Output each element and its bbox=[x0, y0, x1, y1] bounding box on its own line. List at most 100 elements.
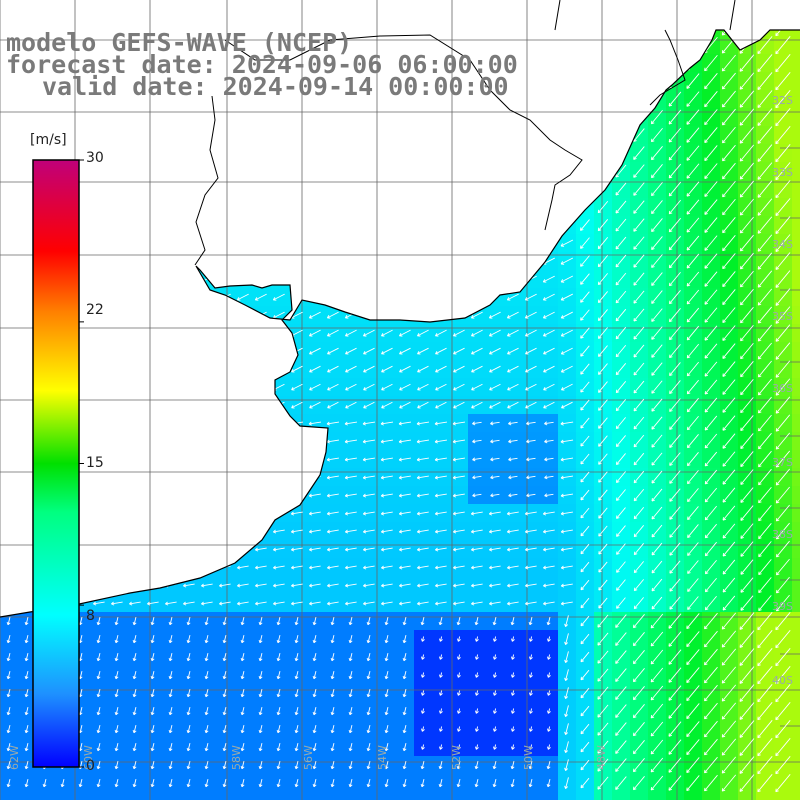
wind-speed-cell bbox=[306, 162, 324, 180]
wind-speed-cell bbox=[0, 180, 18, 198]
wind-arrow bbox=[110, 113, 124, 121]
latitude-label: 39S bbox=[772, 600, 793, 613]
wind-arrow bbox=[542, 167, 556, 175]
wind-speed-cell bbox=[108, 234, 126, 252]
wind-speed-cell bbox=[198, 180, 216, 198]
wind-arrow bbox=[254, 149, 268, 157]
wind-speed-cell bbox=[486, 234, 504, 252]
wind-arrow bbox=[290, 167, 304, 175]
wind-arrow bbox=[218, 185, 232, 193]
wind-arrow bbox=[92, 475, 105, 480]
wind-arrow bbox=[21, 601, 33, 606]
wind-speed-cell bbox=[378, 108, 396, 126]
wind-arrow bbox=[290, 293, 303, 301]
wind-arrow bbox=[434, 311, 447, 319]
wind-speed-cell bbox=[342, 108, 360, 126]
wind-speed-cell bbox=[378, 180, 396, 198]
wind-arrow bbox=[147, 529, 159, 534]
wind-arrow bbox=[398, 113, 412, 121]
wind-speed-cell bbox=[540, 126, 558, 144]
wind-arrow bbox=[290, 493, 303, 498]
wind-arrow bbox=[182, 475, 195, 480]
wind-speed-cell bbox=[450, 126, 468, 144]
wind-speed-cell bbox=[198, 504, 216, 522]
wind-arrow bbox=[128, 311, 141, 319]
wind-speed-cell bbox=[126, 414, 144, 432]
wind-speed-cell bbox=[126, 378, 144, 396]
wind-arrow bbox=[542, 30, 556, 31]
wind-arrow bbox=[380, 149, 394, 157]
wind-speed-cell bbox=[180, 0, 198, 18]
wind-arrow bbox=[236, 185, 250, 193]
wind-speed-cell bbox=[108, 504, 126, 522]
wind-speed-cell bbox=[792, 0, 800, 18]
wind-arrow bbox=[218, 493, 231, 498]
wind-arrow bbox=[434, 293, 447, 301]
wind-speed-cell bbox=[144, 144, 162, 162]
wind-arrow bbox=[56, 113, 70, 121]
wind-speed-cell bbox=[594, 792, 612, 800]
wind-speed-cell bbox=[396, 792, 414, 800]
wind-speed-cell bbox=[270, 468, 288, 486]
wind-arrow bbox=[615, 30, 627, 34]
wind-speed-cell bbox=[144, 270, 162, 288]
wind-speed-cell bbox=[738, 0, 756, 18]
wind-speed-cell bbox=[324, 162, 342, 180]
wind-speed-cell bbox=[360, 234, 378, 252]
wind-speed-cell bbox=[126, 432, 144, 450]
wind-speed-cell bbox=[648, 36, 666, 54]
wind-speed-cell bbox=[558, 30, 576, 36]
wind-speed-cell bbox=[288, 108, 306, 126]
wind-arrow bbox=[3, 365, 15, 373]
wind-arrow bbox=[20, 167, 34, 175]
wind-speed-cell bbox=[648, 0, 666, 18]
wind-speed-cell bbox=[270, 342, 288, 360]
wind-speed-cell bbox=[216, 270, 234, 288]
wind-speed-cell bbox=[396, 108, 414, 126]
wind-speed-cell bbox=[144, 162, 162, 180]
wind-arrow bbox=[616, 3, 627, 16]
wind-speed-cell bbox=[162, 198, 180, 216]
wind-arrow bbox=[290, 113, 304, 121]
wind-speed-cell bbox=[126, 360, 144, 378]
wind-arrow bbox=[201, 565, 213, 570]
wind-arrow bbox=[74, 113, 88, 121]
wind-arrow bbox=[236, 113, 250, 121]
latitude-label: 40S bbox=[772, 674, 793, 687]
wind-arrow bbox=[200, 439, 213, 444]
wind-arrow bbox=[110, 185, 124, 193]
wind-speed-cell bbox=[180, 270, 198, 288]
wind-speed-cell bbox=[378, 144, 396, 162]
wind-arrow bbox=[416, 239, 429, 247]
wind-arrow bbox=[147, 383, 159, 391]
wind-speed-cell bbox=[558, 126, 576, 144]
wind-speed-cell bbox=[558, 216, 576, 234]
wind-arrow bbox=[254, 113, 268, 121]
wind-arrow bbox=[20, 95, 34, 103]
wind-speed-cell bbox=[702, 792, 720, 800]
wind-arrow bbox=[434, 131, 448, 139]
wind-speed-cell bbox=[288, 450, 306, 468]
wind-speed-cell bbox=[270, 0, 288, 18]
wind-arrow bbox=[146, 131, 160, 139]
wind-arrow bbox=[110, 475, 123, 480]
wind-speed-cell bbox=[108, 360, 126, 378]
wind-speed-cell bbox=[108, 180, 126, 198]
wind-speed-cell bbox=[90, 270, 108, 288]
wind-speed-cell bbox=[234, 486, 252, 504]
wind-arrow bbox=[92, 203, 106, 211]
wind-arrow bbox=[20, 275, 33, 283]
wind-speed-cell bbox=[126, 108, 144, 126]
wind-speed-cell bbox=[792, 324, 800, 342]
wind-arrow bbox=[20, 239, 33, 247]
wind-speed-cell bbox=[792, 396, 800, 414]
wind-speed-cell bbox=[486, 0, 504, 18]
wind-speed-cell bbox=[0, 378, 18, 396]
wind-arrow bbox=[164, 475, 177, 480]
wind-speed-cell bbox=[252, 450, 270, 468]
wind-arrow bbox=[164, 293, 177, 301]
wind-arrow bbox=[110, 493, 123, 498]
wind-speed-cell bbox=[144, 126, 162, 144]
wind-speed-cell bbox=[504, 198, 522, 216]
